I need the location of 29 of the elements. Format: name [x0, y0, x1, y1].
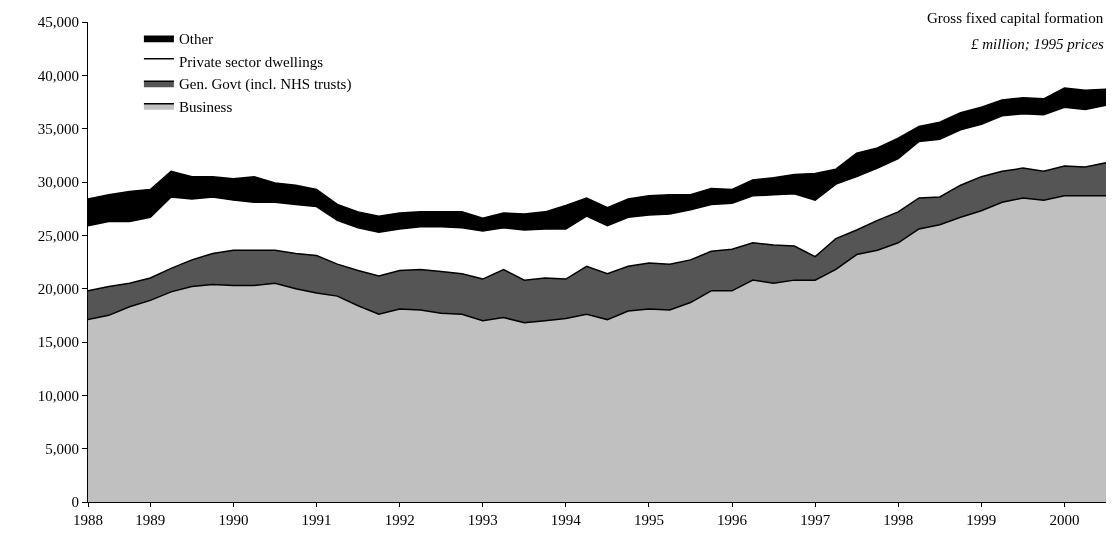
x-tick-label: 1999 — [966, 512, 997, 528]
x-tick-label: 1989 — [135, 512, 166, 528]
x-tick-label: 1996 — [717, 512, 748, 528]
legend-label: Private sector dwellings — [178, 53, 324, 70]
x-tick-label: 1993 — [467, 512, 498, 528]
x-tick-label: 1995 — [633, 512, 664, 528]
y-tick-label: 20,000 — [37, 280, 79, 297]
x-tick-label: 1991 — [301, 512, 332, 528]
x-tick-label: 1994 — [550, 512, 582, 528]
y-tick-label: 10,000 — [37, 387, 79, 404]
legend-label: Business — [178, 98, 233, 115]
y-tick-label: 40,000 — [37, 67, 79, 84]
x-tick-label: 1992 — [384, 512, 415, 528]
x-tick-label: 1997 — [800, 512, 831, 528]
chart-title: Gross fixed capital formation — [927, 10, 1104, 26]
y-tick-label: 35,000 — [37, 120, 79, 137]
y-tick-label: 45,000 — [37, 14, 79, 31]
y-tick-label: 25,000 — [37, 227, 79, 244]
legend-label: Gen. Govt (incl. NHS trusts) — [178, 76, 352, 94]
legend-label: Other — [178, 31, 214, 48]
y-tick-label: 5,000 — [45, 440, 79, 457]
x-tick-label: 1990 — [218, 512, 249, 528]
y-tick-label: 30,000 — [37, 174, 79, 191]
x-tick-label: 1998 — [883, 512, 914, 528]
y-tick-label: 15,000 — [37, 334, 79, 351]
x-tick-label: 2000 — [1049, 512, 1080, 528]
text: £ million; 1995 prices — [971, 36, 1105, 52]
y-tick-label: 0 — [71, 494, 79, 511]
x-tick-label: 1988 — [73, 512, 103, 528]
